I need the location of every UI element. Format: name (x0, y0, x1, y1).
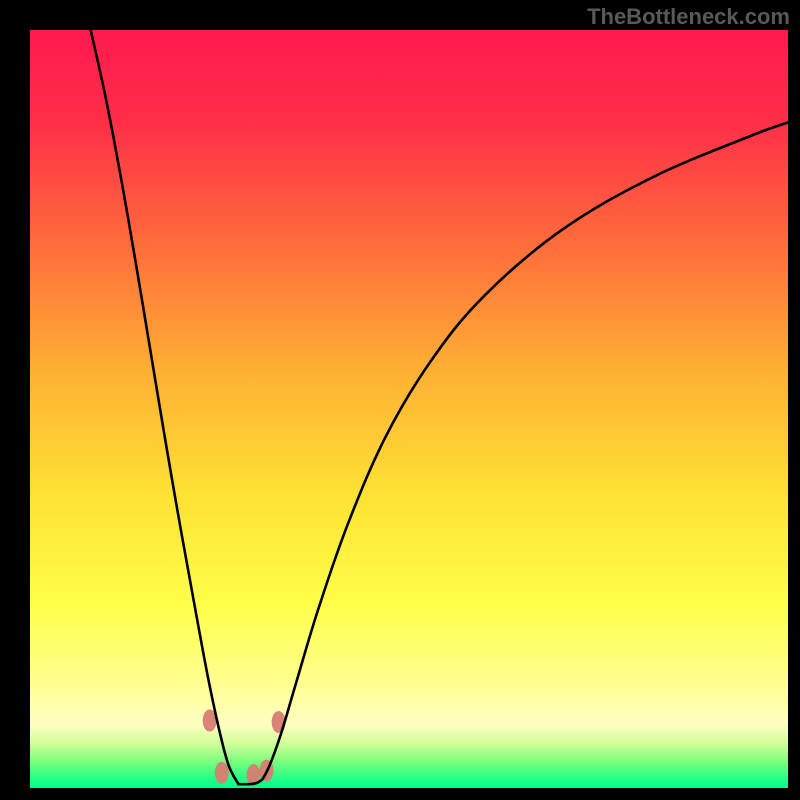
bottleneck-curve-right (238, 122, 788, 784)
bottleneck-curve-left (91, 30, 239, 784)
curve-marker (215, 762, 229, 784)
chart-frame: TheBottleneck.com (0, 0, 800, 800)
watermark-label: TheBottleneck.com (587, 4, 790, 30)
chart-svg-layer (30, 30, 788, 788)
plot-area (30, 30, 788, 788)
